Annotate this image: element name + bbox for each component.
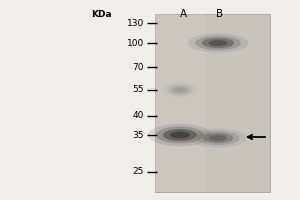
Text: 70: 70: [133, 62, 144, 72]
Text: 35: 35: [133, 130, 144, 140]
Text: 130: 130: [127, 19, 144, 27]
Ellipse shape: [175, 88, 185, 92]
Ellipse shape: [202, 38, 234, 48]
Text: 55: 55: [133, 86, 144, 95]
Ellipse shape: [148, 124, 212, 146]
Ellipse shape: [196, 131, 240, 145]
Ellipse shape: [170, 132, 190, 138]
Ellipse shape: [203, 133, 233, 143]
Bar: [155, 14, 270, 192]
Ellipse shape: [167, 84, 193, 96]
Text: 100: 100: [127, 38, 144, 47]
Ellipse shape: [209, 135, 227, 141]
Text: KDa: KDa: [92, 10, 112, 19]
Ellipse shape: [156, 127, 204, 143]
Ellipse shape: [208, 40, 227, 46]
Ellipse shape: [171, 86, 189, 94]
Text: 40: 40: [133, 112, 144, 120]
Ellipse shape: [188, 33, 248, 53]
Text: 25: 25: [133, 168, 144, 176]
Text: A: A: [179, 9, 187, 19]
Text: B: B: [216, 9, 224, 19]
Ellipse shape: [189, 128, 247, 148]
Ellipse shape: [195, 36, 241, 50]
Ellipse shape: [163, 129, 197, 141]
Bar: [155, 14, 205, 192]
Ellipse shape: [162, 82, 198, 98]
